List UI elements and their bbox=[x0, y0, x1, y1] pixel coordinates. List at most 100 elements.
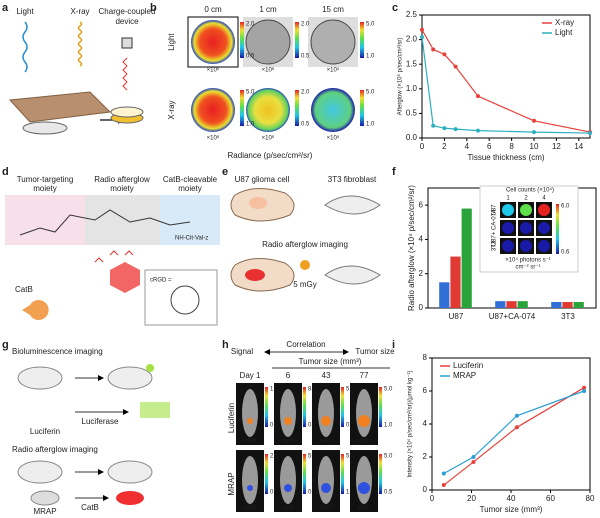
point bbox=[582, 385, 587, 390]
point bbox=[514, 425, 519, 430]
label: Charge-coupled bbox=[99, 7, 156, 16]
label: 2.0 bbox=[301, 90, 310, 96]
colorbar bbox=[379, 454, 382, 494]
label: ×10⁷ bbox=[358, 438, 370, 445]
y-tick-label: 8 bbox=[423, 353, 428, 362]
x-tick-label: 10 bbox=[530, 142, 539, 151]
colorbar bbox=[265, 387, 268, 427]
panel-label: a bbox=[2, 2, 9, 14]
point bbox=[442, 52, 447, 57]
label: Radiance (p/sec/cm²/sr) bbox=[228, 151, 313, 160]
bar bbox=[506, 301, 517, 308]
signal bbox=[284, 484, 292, 492]
label: 0 cm bbox=[204, 5, 222, 14]
plot-frame bbox=[421, 14, 591, 139]
point bbox=[588, 131, 592, 136]
label: Luciferin bbox=[30, 427, 60, 436]
y-axis-label: Afterglow (×10⁶ p/sec/cm²/sr) bbox=[397, 38, 404, 116]
point bbox=[453, 127, 458, 132]
legend-label: 2 bbox=[524, 196, 528, 202]
mouse bbox=[242, 389, 258, 437]
bar bbox=[461, 208, 472, 308]
y-tick-label: 4 bbox=[423, 419, 428, 428]
well-signal bbox=[520, 222, 532, 234]
label: ×10⁶ bbox=[262, 135, 275, 142]
y-tick-label: 0.5 bbox=[406, 109, 418, 118]
label: 43 bbox=[322, 371, 331, 380]
well-signal bbox=[502, 240, 514, 252]
label: moiety bbox=[110, 184, 134, 193]
x-tick-label: 14 bbox=[574, 142, 583, 151]
label: ×10⁶ bbox=[320, 505, 333, 512]
label: 1.0 bbox=[366, 122, 375, 128]
label: 5 mGy bbox=[293, 280, 317, 289]
mouse bbox=[242, 456, 258, 504]
panel-label: b bbox=[150, 2, 157, 14]
label: 1.0 bbox=[366, 54, 375, 60]
bar bbox=[495, 301, 506, 308]
colorbar bbox=[240, 90, 244, 126]
point bbox=[514, 413, 519, 418]
y-tick-label: 2 bbox=[419, 269, 424, 278]
point bbox=[420, 27, 424, 32]
panel-label: f bbox=[392, 166, 396, 178]
bar bbox=[562, 302, 573, 308]
legend-label: Light bbox=[555, 28, 573, 37]
signal bbox=[321, 483, 331, 493]
panel-label: d bbox=[2, 166, 9, 178]
label: Radio afterglow imaging bbox=[262, 240, 348, 249]
point bbox=[582, 389, 587, 393]
x-tick-label: 2 bbox=[442, 142, 447, 151]
label: Bioluminescence imaging bbox=[12, 347, 103, 356]
signal bbox=[321, 416, 331, 426]
mouse bbox=[280, 389, 296, 437]
well-signal bbox=[502, 204, 514, 216]
series-line bbox=[443, 387, 585, 486]
legend-label: 4 bbox=[542, 196, 546, 202]
label: U87+ CA-074 bbox=[492, 209, 498, 246]
bar bbox=[450, 256, 461, 308]
signal bbox=[284, 417, 292, 425]
colorbar bbox=[303, 387, 306, 427]
y-tick-label: 0.0 bbox=[406, 133, 418, 142]
label: 0.6 bbox=[561, 250, 570, 256]
x-tick-label: 0 bbox=[420, 142, 425, 151]
legend-label: MRAP bbox=[453, 371, 476, 380]
x-tick-label: U87+CA-074 bbox=[489, 312, 536, 321]
bar bbox=[573, 302, 584, 308]
x-axis-label: Tumor size (mm³) bbox=[480, 505, 543, 514]
well-signal bbox=[538, 240, 550, 252]
point bbox=[476, 94, 480, 99]
label: Correlation bbox=[286, 340, 325, 349]
colorbar bbox=[556, 204, 559, 254]
label: Day 1 bbox=[240, 371, 261, 380]
point bbox=[471, 455, 476, 459]
colorbar bbox=[341, 387, 344, 427]
label: Tumor size (mm³) bbox=[299, 357, 362, 366]
label: 5.0 bbox=[366, 22, 375, 28]
label: MRAP bbox=[33, 507, 56, 516]
panel-label: g bbox=[2, 339, 9, 351]
mouse bbox=[356, 456, 372, 504]
point bbox=[431, 123, 436, 128]
label: 1.0 bbox=[246, 122, 255, 128]
x-tick-label: 20 bbox=[467, 494, 476, 503]
well-signal bbox=[520, 204, 532, 216]
y-axis-label: Intensity (×10⁴ p/sec/cm²/sr)/(μmol kg⁻¹… bbox=[407, 370, 414, 477]
colorbar bbox=[303, 454, 306, 494]
label: ×10⁶ bbox=[358, 505, 371, 512]
label: 0.5 bbox=[301, 54, 310, 60]
label: ×10⁴ photons s⁻¹ bbox=[505, 257, 551, 264]
panel-label: i bbox=[392, 339, 395, 351]
label: Light bbox=[16, 7, 34, 16]
panel-label: h bbox=[222, 339, 229, 351]
label: X-ray bbox=[70, 7, 89, 16]
bar bbox=[439, 282, 450, 308]
label: 77 bbox=[360, 371, 369, 380]
label: 6 bbox=[286, 371, 291, 380]
mouse bbox=[356, 389, 372, 437]
mouse bbox=[280, 456, 296, 504]
label: ×10⁷ bbox=[320, 438, 332, 445]
